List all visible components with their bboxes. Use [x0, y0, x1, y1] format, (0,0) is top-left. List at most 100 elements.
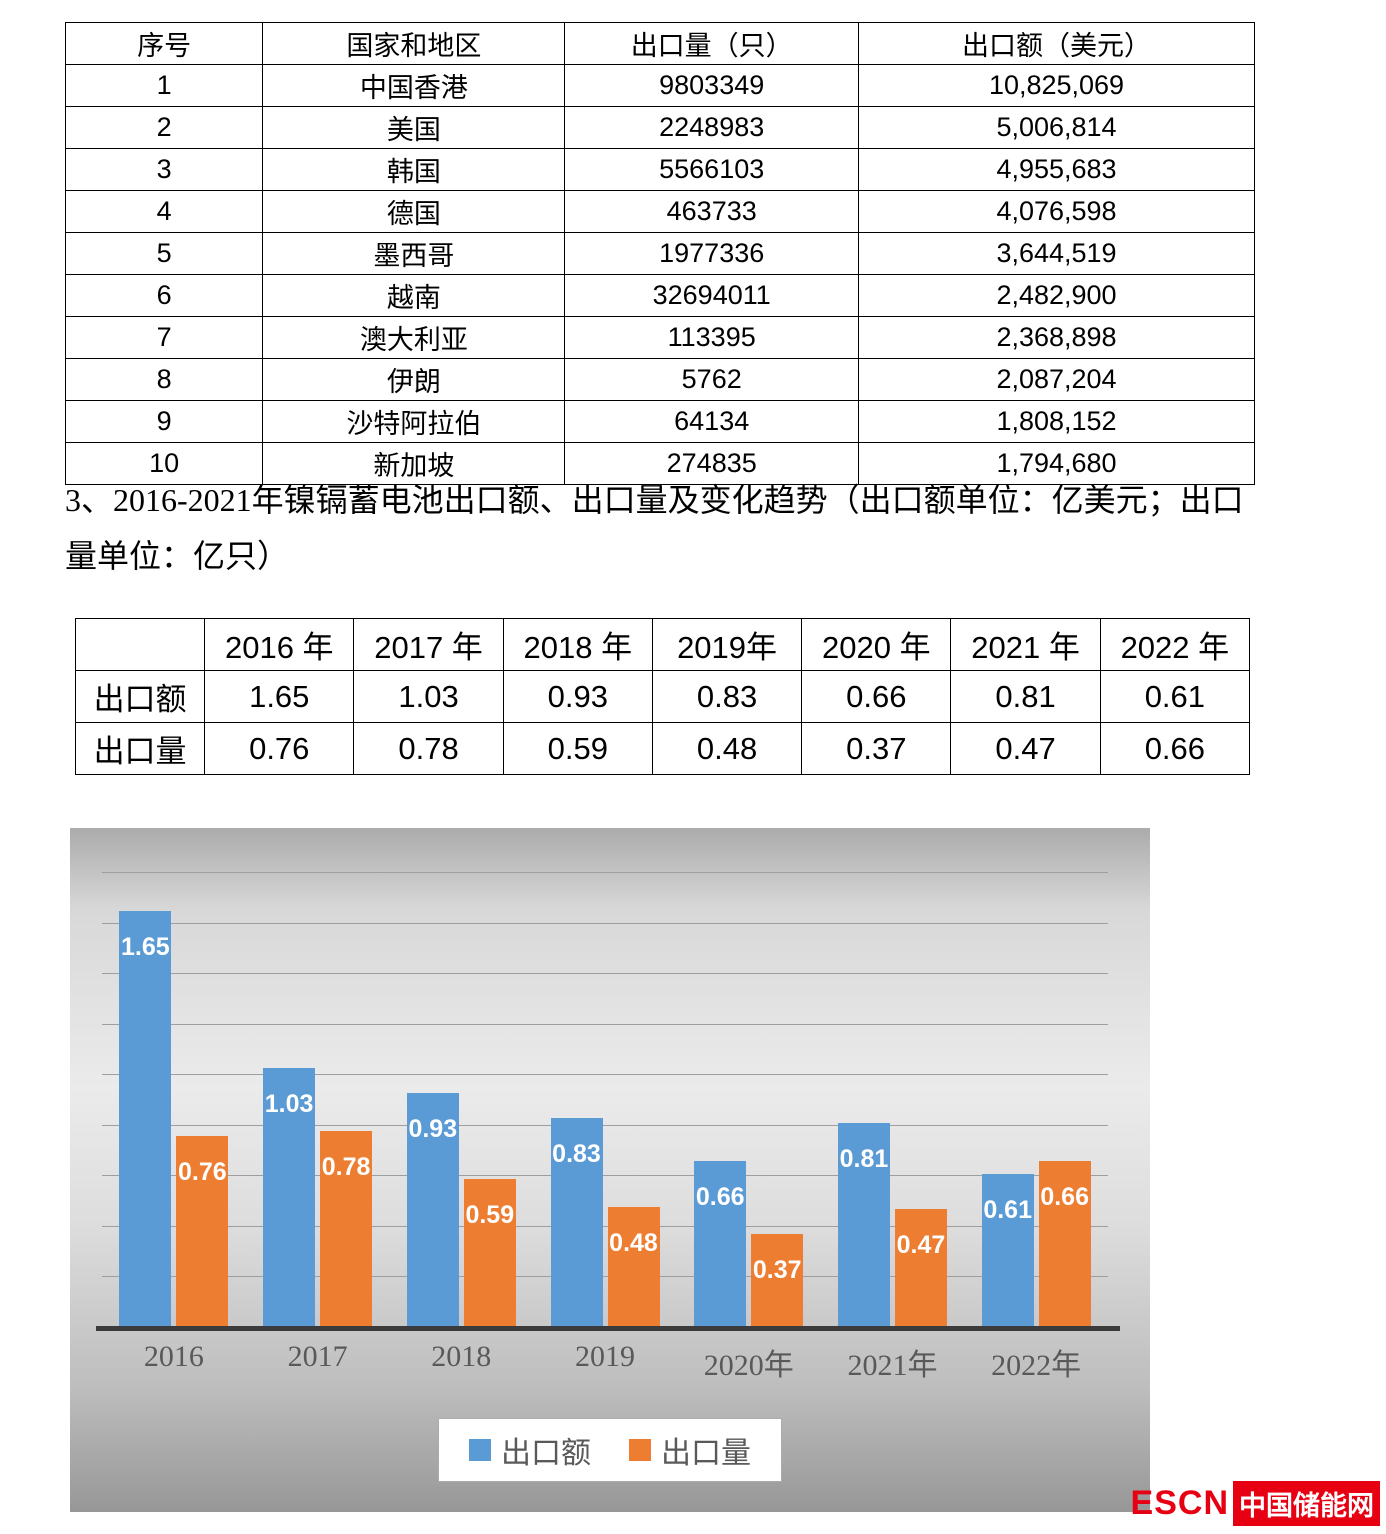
bar-group: 0.61 0.66: [964, 873, 1108, 1328]
column-header: 2016 年: [204, 618, 355, 671]
bar-出口额: 0.81: [837, 1123, 890, 1328]
bar-出口量: 0.78: [320, 1130, 373, 1328]
header-row: 序号 国家和地区 出口量（只） 出口额（美元）: [64, 22, 1255, 65]
bar-value-label: 0.47: [896, 1231, 946, 1260]
x-axis-label: 2017: [287, 1340, 348, 1373]
table-cell: 64134: [564, 400, 860, 443]
table-cell: 0.81: [950, 670, 1101, 723]
bar-出口量: 0.47: [894, 1209, 947, 1328]
bar-group: 0.93 0.59: [389, 873, 533, 1328]
table-cell: 2248983: [564, 106, 860, 149]
bar-value-label: 0.81: [839, 1145, 889, 1174]
table-cell: 6: [64, 274, 264, 317]
table-cell: 3,644,519: [858, 232, 1255, 275]
table-row: 6 越南 32694011 2,482,900: [64, 274, 1255, 317]
table-cell: 5566103: [564, 148, 860, 191]
table-cell: 113395: [564, 316, 860, 359]
chart-groups: 1.65 0.76 1.03 0.78 0.93 0.59 0.83 0.48 0.66 0.37…: [102, 873, 1108, 1328]
table-row: 1 中国香港 9803349 10,825,069: [64, 64, 1255, 107]
table-cell: 4,076,598: [858, 190, 1255, 233]
export-by-country-table-body: 序号 国家和地区 出口量（只） 出口额（美元） 1 中国香港 9803349 10,825,0…: [64, 22, 1255, 485]
bar-出口额: 0.83: [550, 1118, 603, 1328]
table-cell: 2,482,900: [858, 274, 1255, 317]
table-cell: 出口量: [74, 722, 206, 775]
chart-plot: 1.65 0.76 1.03 0.78 0.93 0.59 0.83 0.48 0.66 0.37…: [96, 872, 1120, 1331]
column-header: 2022 年: [1099, 618, 1251, 671]
legend-label: 出口量: [661, 1437, 751, 1470]
bar-group: 0.66 0.37: [677, 873, 821, 1328]
column-header: 2019年: [651, 618, 803, 671]
table-cell: 8: [64, 358, 264, 401]
section-heading: 3、2016-2021年镍镉蓄电池出口额、出口量及变化趋势（出口额单位：亿美元；…: [65, 482, 1244, 574]
gridline: [102, 1225, 1108, 1227]
gridline: [102, 1124, 1108, 1126]
gridline: [102, 1175, 1108, 1177]
table-cell: 5: [64, 232, 264, 275]
table-cell: 2: [64, 106, 264, 149]
bar-出口量: 0.59: [463, 1178, 516, 1328]
table-cell: 463733: [564, 190, 860, 233]
table-cell: 1.65: [204, 670, 355, 723]
table-cell: 2,368,898: [858, 316, 1255, 359]
chart-xlabels: 2016 2017 2018 2019 2020年 2021年 2022年: [102, 1340, 1108, 1384]
bar-value-label: 0.59: [465, 1200, 515, 1229]
header-row: 2016 年 2017 年 2018 年 2019年 2020 年 2021 年 2022 …: [74, 618, 1251, 671]
x-axis-label: 2021年: [847, 1349, 938, 1382]
escn-logo: ESCN 中国储能网: [1131, 1481, 1380, 1526]
table-cell: 0.61: [1099, 670, 1251, 723]
bar-group: 0.81 0.47: [821, 873, 965, 1328]
table-row: 出口量 0.76 0.78 0.59 0.48 0.37 0.47 0.66: [74, 722, 1251, 775]
bar-value-label: 0.93: [408, 1114, 458, 1143]
table-cell: 4,955,683: [858, 148, 1255, 191]
table-row: 8 伊朗 5762 2,087,204: [64, 358, 1255, 401]
legend-swatch-icon: [629, 1439, 651, 1461]
table-cell: 5762: [564, 358, 860, 401]
table-cell: 2,087,204: [858, 358, 1255, 401]
column-header: [74, 618, 206, 671]
table-row: 4 德国 463733 4,076,598: [64, 190, 1255, 233]
yearly-summary-table: 2016 年 2017 年 2018 年 2019年 2020 年 2021 年 2022 …: [74, 618, 1251, 775]
bar-出口量: 0.48: [607, 1206, 660, 1328]
bar-出口量: 0.76: [176, 1135, 229, 1328]
table-cell: 274835: [564, 442, 860, 485]
legend-swatch-icon: [469, 1439, 491, 1461]
table-cell: 1,808,152: [858, 400, 1255, 443]
export-by-country-table: 序号 国家和地区 出口量（只） 出口额（美元） 1 中国香港 9803349 10,825,0…: [64, 22, 1255, 485]
column-header: 出口额（美元）: [858, 22, 1255, 65]
table-cell: 10: [64, 442, 264, 485]
table-cell: 1: [64, 64, 264, 107]
table-cell: 0.66: [1099, 722, 1251, 775]
table-cell: 3: [64, 148, 264, 191]
table-cell: 出口额: [74, 670, 206, 723]
bar-group: 0.83 0.48: [533, 873, 677, 1328]
legend-item: 出口量: [629, 1428, 751, 1472]
x-axis-label: 2020年: [703, 1349, 794, 1382]
table-cell: 0.93: [502, 670, 653, 723]
table-cell: 0.76: [204, 722, 355, 775]
table-cell: 美国: [262, 106, 566, 149]
legend-label: 出口额: [501, 1437, 591, 1470]
table-cell: 9: [64, 400, 264, 443]
table-cell: 9803349: [564, 64, 860, 107]
table-cell: 新加坡: [262, 442, 566, 485]
bar-value-label: 0.78: [321, 1152, 371, 1181]
bar-value-label: 0.83: [552, 1140, 601, 1169]
bar-group: 1.65 0.76: [102, 873, 246, 1328]
bar-group: 1.03 0.78: [246, 873, 390, 1328]
bar-出口额: 1.65: [119, 910, 172, 1328]
bar-出口额: 0.93: [406, 1092, 459, 1328]
table-cell: 0.48: [651, 722, 803, 775]
column-header: 国家和地区: [262, 22, 566, 65]
gridline: [102, 1276, 1108, 1278]
gridline: [102, 1023, 1108, 1025]
table-cell: 中国香港: [262, 64, 566, 107]
gridline: [102, 922, 1108, 924]
bar-value-label: 1.65: [121, 932, 170, 961]
chart-legend: 出口额 出口量: [438, 1418, 782, 1482]
table-row: 3 韩国 5566103 4,955,683: [64, 148, 1255, 191]
column-header: 出口量（只）: [564, 22, 860, 65]
column-header: 2017 年: [353, 618, 504, 671]
table-cell: 澳大利亚: [262, 316, 566, 359]
table-cell: 伊朗: [262, 358, 566, 401]
bar-value-label: 1.03: [264, 1089, 314, 1118]
